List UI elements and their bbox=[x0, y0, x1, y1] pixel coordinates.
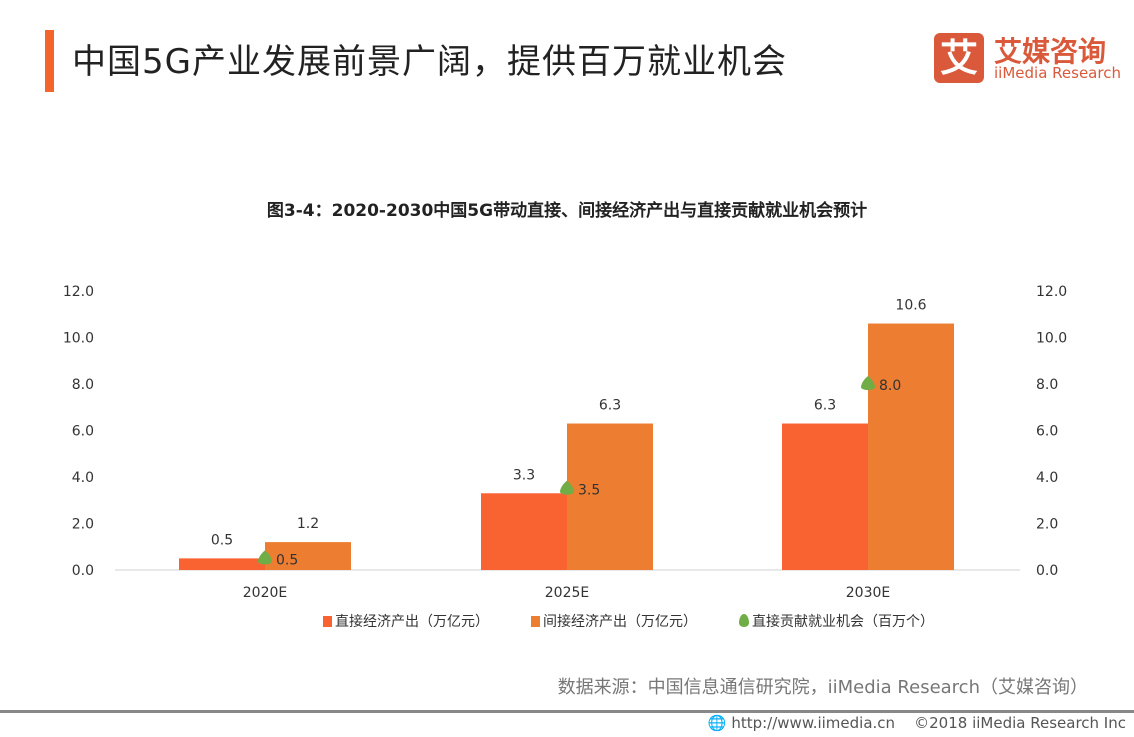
data-source: 数据来源：中国信息通信研究院，iiMedia Research（艾媒咨询） bbox=[557, 677, 1088, 698]
page-title: 中国5G产业发展前景广阔，提供百万就业机会 bbox=[72, 42, 787, 82]
legend-item-jobs: 直接贡献就业机会（百万个） bbox=[739, 611, 934, 631]
legend-item-direct: 直接经济产出（万亿元） bbox=[323, 611, 489, 631]
data-label-jobs: 3.5 bbox=[578, 483, 600, 499]
x-tick-label: 2020E bbox=[243, 585, 287, 601]
bar-direct bbox=[179, 558, 265, 570]
legend-marker-jobs bbox=[739, 614, 749, 627]
legend-swatch-direct bbox=[323, 616, 332, 627]
y-tick-label-right: 12.0 bbox=[1036, 284, 1067, 300]
y-tick-label-left: 2.0 bbox=[72, 517, 94, 533]
y-tick-label-left: 6.0 bbox=[72, 424, 94, 440]
x-tick-label: 2025E bbox=[545, 585, 589, 601]
title-accent-bar bbox=[45, 30, 54, 92]
data-label: 0.5 bbox=[211, 532, 233, 548]
marker-jobs bbox=[861, 376, 875, 390]
legend-label: 直接经济产出（万亿元） bbox=[335, 614, 489, 630]
y-tick-label-left: 4.0 bbox=[72, 470, 94, 486]
bar-direct bbox=[782, 423, 868, 570]
data-label: 10.6 bbox=[895, 298, 926, 314]
legend-item-indirect: 间接经济产出（万亿元） bbox=[531, 611, 697, 631]
bar-direct bbox=[481, 493, 567, 570]
footer-divider bbox=[0, 710, 1134, 713]
globe-icon: 🌐 bbox=[707, 714, 727, 732]
footer-url[interactable]: http://www.iimedia.cn bbox=[731, 714, 896, 732]
data-label: 6.3 bbox=[599, 398, 621, 414]
bar-indirect bbox=[265, 542, 351, 570]
legend-label: 间接经济产出（万亿元） bbox=[543, 614, 697, 630]
y-tick-label-right: 8.0 bbox=[1036, 377, 1058, 393]
y-tick-label-right: 0.0 bbox=[1036, 563, 1058, 579]
data-label-jobs: 0.5 bbox=[276, 552, 298, 568]
data-label: 6.3 bbox=[814, 398, 836, 414]
y-tick-label-left: 10.0 bbox=[63, 331, 94, 347]
footer: 🌐 http://www.iimedia.cn ©2018 iiMedia Re… bbox=[708, 714, 1126, 732]
data-label: 1.2 bbox=[297, 516, 319, 532]
y-tick-label-left: 8.0 bbox=[72, 377, 94, 393]
legend-label: 直接贡献就业机会（百万个） bbox=[752, 614, 934, 630]
y-tick-label-left: 0.0 bbox=[72, 563, 94, 579]
logo-mark: 艾 bbox=[934, 33, 984, 83]
y-tick-label-left: 12.0 bbox=[63, 284, 94, 300]
y-tick-label-right: 6.0 bbox=[1036, 424, 1058, 440]
legend: 直接经济产出（万亿元） 间接经济产出（万亿元） 直接贡献就业机会（百万个） bbox=[323, 611, 934, 631]
marker-jobs bbox=[560, 480, 574, 495]
legend-swatch-indirect bbox=[531, 616, 540, 627]
footer-copyright: ©2018 iiMedia Research Inc bbox=[914, 714, 1126, 732]
chart-title: 图3-4：2020-2030中国5G带动直接、间接经济产出与直接贡献就业机会预计 bbox=[266, 201, 868, 221]
data-label-jobs: 8.0 bbox=[879, 378, 901, 394]
logo-text-en: iiMedia Research bbox=[994, 64, 1121, 82]
y-tick-label-right: 4.0 bbox=[1036, 470, 1058, 486]
y-tick-label-right: 2.0 bbox=[1036, 517, 1058, 533]
marker-jobs bbox=[258, 550, 272, 565]
bar-indirect bbox=[567, 423, 653, 570]
x-tick-label: 2030E bbox=[846, 585, 890, 601]
y-tick-label-right: 10.0 bbox=[1036, 331, 1067, 347]
bar-indirect bbox=[868, 323, 954, 570]
data-label: 3.3 bbox=[513, 467, 535, 483]
logo-text-cn: 艾媒咨询 bbox=[994, 35, 1107, 68]
